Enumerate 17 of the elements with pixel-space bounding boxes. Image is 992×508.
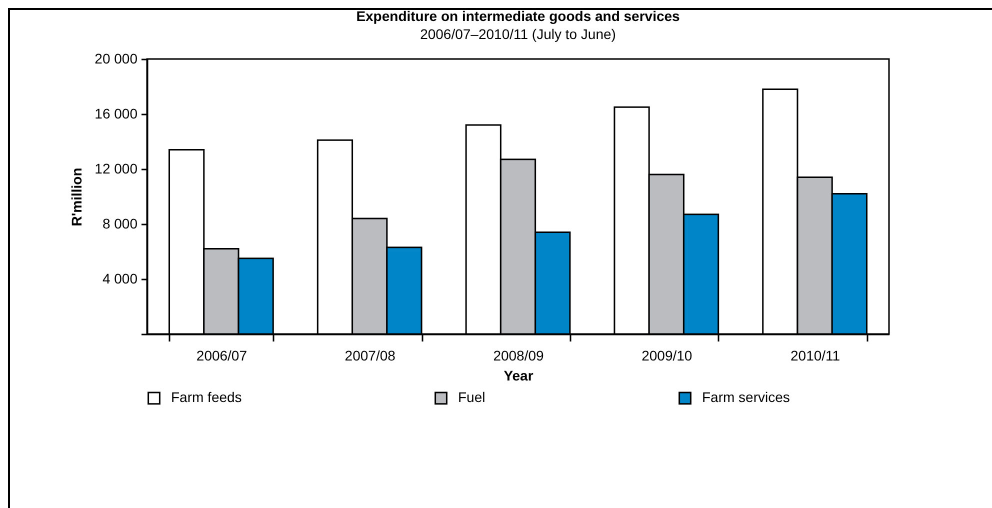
y-tick-label: 20 000 [94, 50, 138, 66]
legend-label: Farm feeds [171, 389, 242, 406]
y-tick-label: 4 000 [102, 270, 138, 286]
chart-subtitle: 2006/07–2010/11 (July to June) [420, 26, 616, 42]
legend-label: Fuel [458, 389, 486, 406]
y-axis-title: R'million [68, 168, 85, 226]
chart-title: Expenditure on intermediate goods and services [356, 8, 680, 24]
y-tick-label: 8 000 [102, 216, 138, 232]
x-tick-label: 2010/11 [790, 348, 840, 364]
x-tick-label: 2007/08 [344, 348, 396, 364]
x-tick-label: 2009/10 [642, 348, 692, 364]
y-tick-label: 12 000 [94, 160, 138, 176]
x-tick-label: 2006/07 [196, 348, 248, 364]
y-tick-label: 16 000 [94, 106, 138, 122]
x-axis-title: Year [504, 368, 534, 384]
x-tick-label: 2008/09 [493, 348, 544, 364]
legend-label: Farm services [702, 389, 790, 406]
